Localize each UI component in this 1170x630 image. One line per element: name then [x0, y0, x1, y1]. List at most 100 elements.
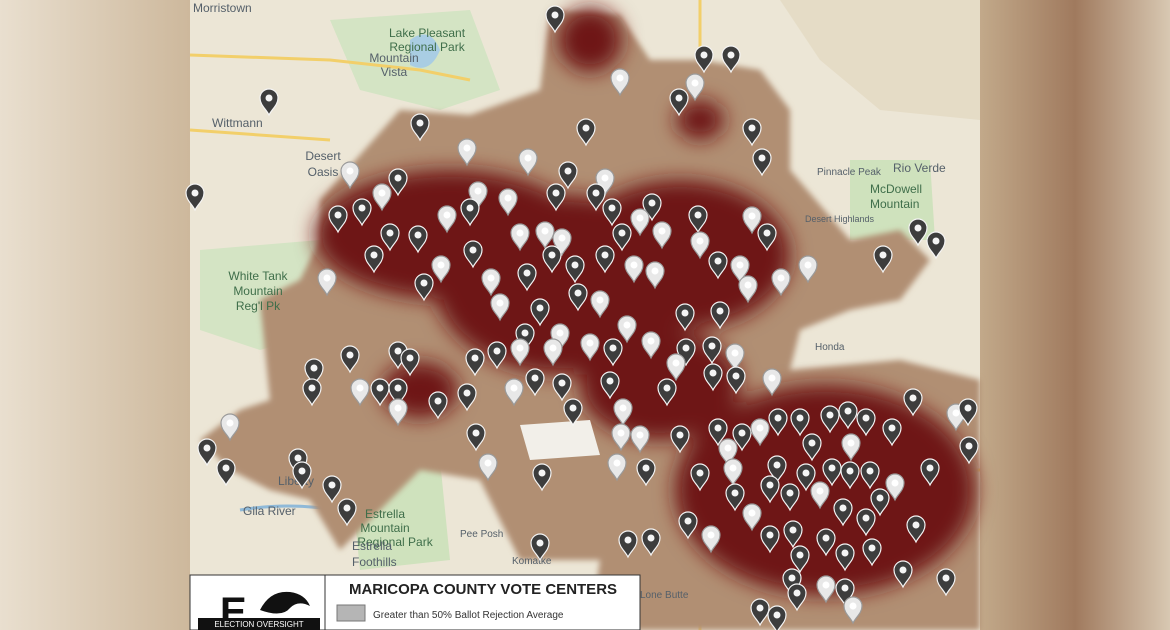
marker-dot — [531, 374, 539, 382]
marker-dot — [802, 469, 810, 477]
marker-dot — [294, 454, 302, 462]
marker-dot — [556, 329, 564, 337]
marker-dot — [758, 154, 766, 162]
marker-dot — [773, 461, 781, 469]
map: Morristown Lake Pleasant Regional Park M… — [185, 0, 980, 630]
marker-dot — [463, 144, 471, 152]
marker-dot — [952, 409, 960, 417]
marker-dot — [623, 321, 631, 329]
marker-dot — [846, 467, 854, 475]
marker-dot — [493, 347, 501, 355]
side-panel — [0, 0, 190, 630]
terrain — [780, 0, 980, 120]
marker-dot — [729, 464, 737, 472]
marker-dot — [414, 231, 422, 239]
marker-dot — [471, 354, 479, 362]
place-label: Pinnacle Peak — [817, 167, 882, 178]
marker-dot — [569, 404, 577, 412]
marker-dot — [472, 429, 480, 437]
marker-dot — [862, 514, 870, 522]
hotspot — [570, 180, 790, 330]
marker-dot — [558, 234, 566, 242]
logo-eagle — [260, 591, 310, 614]
marker-dot — [748, 509, 756, 517]
marker-dot — [571, 261, 579, 269]
marker-dot — [731, 349, 739, 357]
marker-dot — [804, 261, 812, 269]
place-label: Lone Butte — [640, 590, 689, 601]
marker-dot — [716, 307, 724, 315]
marker-dot — [862, 414, 870, 422]
logo-text: ELECTION OVERSIGHT — [214, 620, 303, 629]
marker-dot — [714, 257, 722, 265]
marker-dot — [847, 439, 855, 447]
place-label: Desert Highlands — [805, 214, 875, 224]
marker-dot — [766, 481, 774, 489]
marker-dot — [672, 359, 680, 367]
marker-dot — [648, 199, 656, 207]
place-label: Regional Park — [357, 535, 433, 549]
marker-dot — [932, 237, 940, 245]
logo-band — [198, 618, 320, 630]
marker-dot — [469, 246, 477, 254]
marker-dot — [964, 404, 972, 412]
marker-dot — [443, 211, 451, 219]
marker-dot — [676, 431, 684, 439]
marker-dot — [334, 211, 342, 219]
road — [189, 53, 471, 82]
marker-dot — [541, 227, 549, 235]
marker-dot — [596, 296, 604, 304]
marker-dot — [609, 344, 617, 352]
marker-dot — [891, 479, 899, 487]
marker-dot — [768, 374, 776, 382]
marker-dot — [774, 414, 782, 422]
place-label: Honda — [815, 342, 845, 353]
marker-dot — [651, 267, 659, 275]
marker-dot — [909, 394, 917, 402]
place-label: Mountain — [369, 51, 418, 65]
legend-item: Greater than 50% Ballot Rejection Averag… — [373, 610, 564, 621]
marker-dot — [608, 204, 616, 212]
marker-dot — [914, 224, 922, 232]
marker-dot — [786, 489, 794, 497]
place-label: Vista — [381, 65, 408, 79]
marker-dot — [763, 229, 771, 237]
marker-dot — [681, 309, 689, 317]
marker-dot — [463, 389, 471, 397]
marker-dot — [558, 379, 566, 387]
marker-dot — [323, 274, 331, 282]
marker-dot — [738, 429, 746, 437]
marker-dot — [926, 464, 934, 472]
marker-dot — [538, 469, 546, 477]
marker-dot — [707, 531, 715, 539]
marker-dot — [310, 364, 318, 372]
marker-dot — [394, 404, 402, 412]
marker-dot — [226, 419, 234, 427]
marker-dot — [191, 189, 199, 197]
place-label: Oasis — [308, 165, 339, 179]
marker-dot — [484, 459, 492, 467]
marker-dot — [574, 289, 582, 297]
marker-dot — [844, 407, 852, 415]
place-label: Morristown — [193, 1, 252, 15]
marker-dot — [744, 281, 752, 289]
marker-dot — [708, 342, 716, 350]
marker-dot — [714, 424, 722, 432]
marker-dot — [849, 602, 857, 610]
lake — [410, 34, 440, 68]
marker-dot — [378, 189, 386, 197]
marker-dot — [696, 469, 704, 477]
marker-dot — [496, 299, 504, 307]
marker-dot — [416, 119, 424, 127]
marker-dot — [709, 369, 717, 377]
place-label: Wittmann — [212, 116, 263, 130]
marker-dot — [816, 487, 824, 495]
marker-dot — [808, 439, 816, 447]
road — [189, 128, 331, 142]
marker-dot — [888, 424, 896, 432]
marker-dot — [841, 549, 849, 557]
place-label: Mountain — [870, 197, 919, 211]
place-label: Lake Pleasant — [389, 26, 466, 40]
marker-dot — [328, 481, 336, 489]
